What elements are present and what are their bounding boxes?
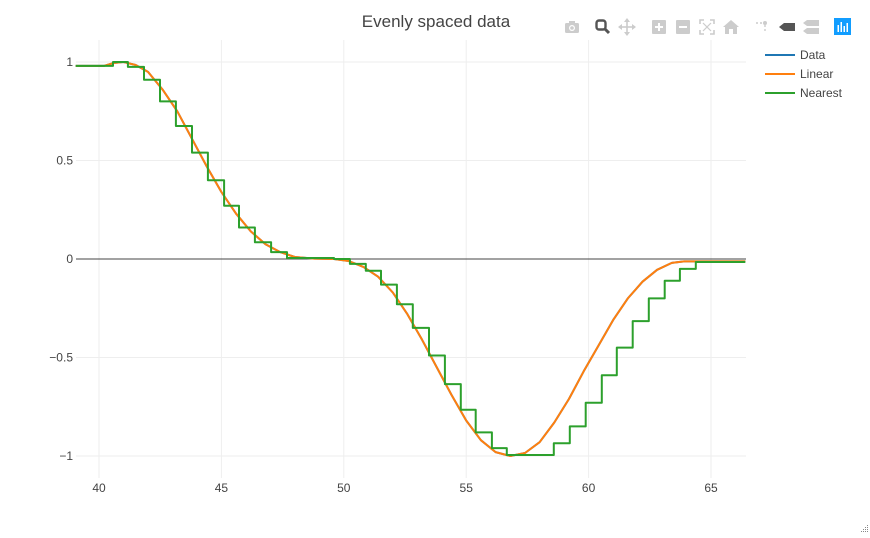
zoom-magnifier-icon[interactable]: [593, 17, 613, 37]
y-tick-label: 0.5: [56, 154, 73, 168]
legend-label: Data: [800, 47, 826, 62]
legend-line-data: [765, 53, 795, 56]
x-tick-label: 40: [92, 481, 106, 495]
y-tick-label: 1: [66, 55, 73, 69]
legend-line-linear: [765, 72, 795, 75]
chart-title: Evenly spaced data: [361, 12, 511, 31]
x-tick-label: 55: [460, 481, 474, 495]
series-nearest-line[interactable]: [75, 61, 746, 456]
legend-label: Linear: [800, 66, 834, 81]
home-icon[interactable]: [721, 17, 741, 37]
spike-lines-icon[interactable]: [753, 17, 773, 37]
legend-item-nearest[interactable]: Nearest: [760, 83, 842, 102]
legend-item-data[interactable]: Data: [760, 45, 842, 64]
y-tick-label: −0.5: [49, 351, 73, 365]
x-tick-label: 50: [337, 481, 351, 495]
hover-closest-icon[interactable]: [777, 17, 797, 37]
minus-box-icon[interactable]: [673, 17, 693, 37]
y-tick-label: 0: [66, 252, 73, 266]
x-tick-label: 45: [215, 481, 229, 495]
y-tick-label: −1: [59, 449, 73, 463]
autoscale-icon[interactable]: [697, 17, 717, 37]
x-tick-label: 60: [582, 481, 596, 495]
legend-label: Nearest: [800, 85, 843, 100]
x-tick-label: 65: [704, 481, 718, 495]
legend-item-linear[interactable]: Linear: [760, 64, 842, 83]
pan-arrows-icon[interactable]: [617, 17, 637, 37]
legend-line-nearest: [765, 91, 795, 94]
plus-box-icon[interactable]: [649, 17, 669, 37]
legend: Data Linear Nearest: [760, 45, 842, 102]
hover-compare-icon[interactable]: [801, 17, 821, 37]
camera-icon[interactable]: [562, 17, 582, 37]
resize-handle-icon[interactable]: [859, 520, 869, 532]
plotly-logo-icon[interactable]: [833, 17, 853, 37]
